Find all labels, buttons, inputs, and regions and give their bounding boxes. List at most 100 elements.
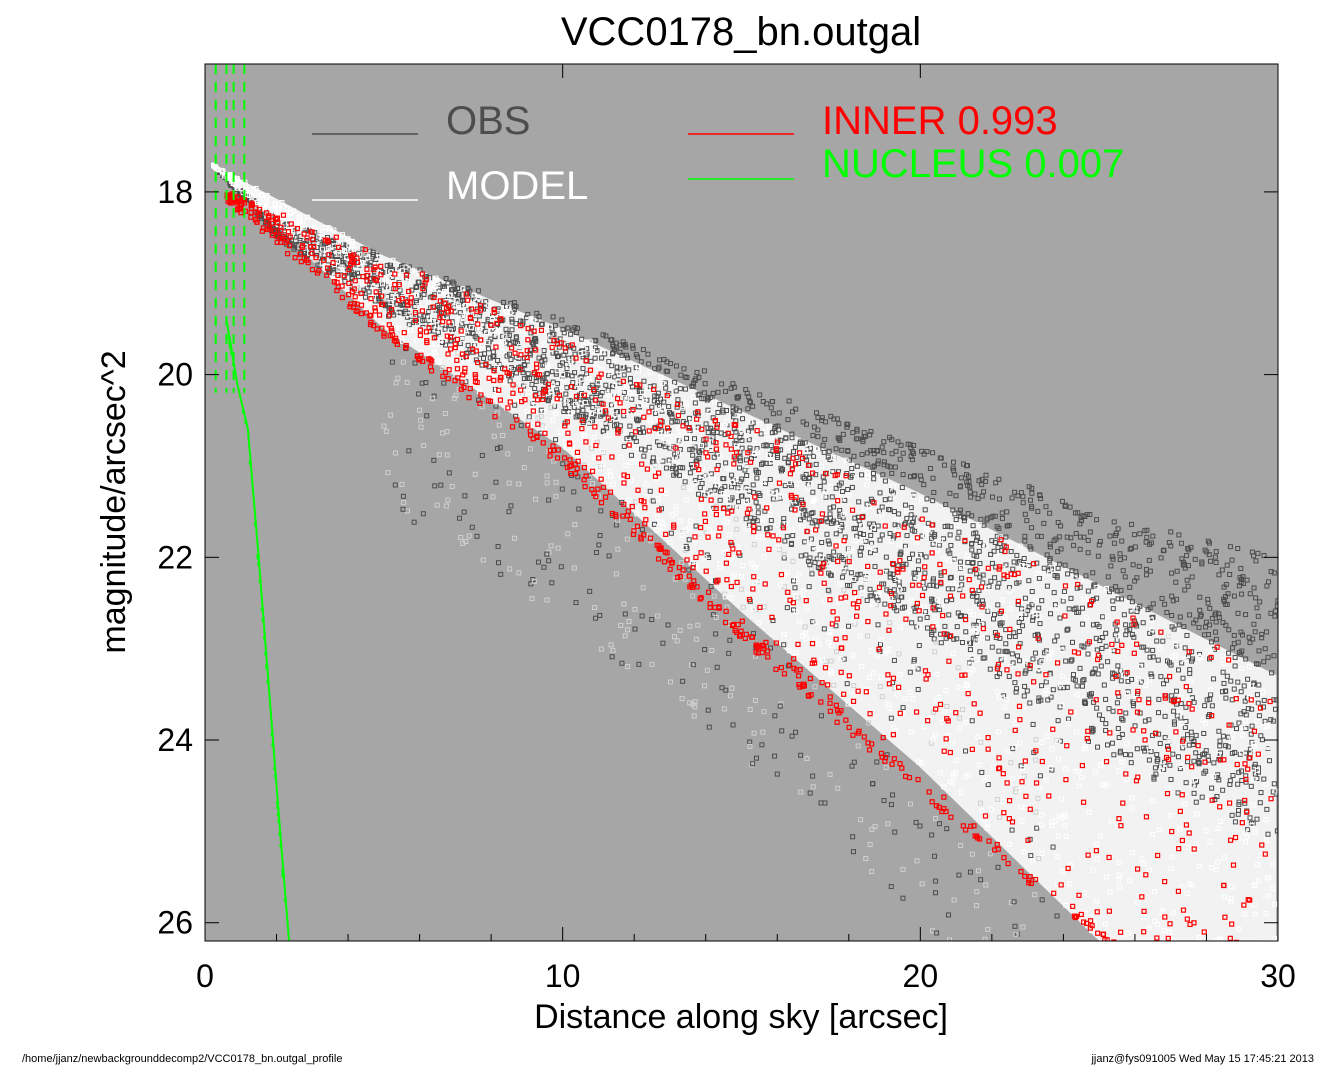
obs-point [958,475,964,481]
obs-point [669,419,675,425]
inner-point [1192,946,1196,950]
model-point [421,305,427,311]
obs-point [790,533,796,539]
model-point [1107,889,1113,895]
obs-point [1254,692,1260,698]
model-point [618,387,624,393]
model-point [673,503,679,509]
obs-point [652,424,658,430]
obs-point [1219,567,1225,573]
obs-point [912,575,918,581]
obs-point [1268,569,1274,575]
obs-point [859,452,865,458]
obs-point [985,926,991,932]
obs-point [810,784,816,790]
obs-point [1164,743,1170,749]
obs-point [1251,553,1257,559]
obs-point [442,411,448,417]
inner-point [1275,1014,1279,1018]
obs-point [833,531,839,537]
obs-point [1162,713,1168,719]
obs-point [1117,557,1123,563]
obs-point [665,622,671,628]
obs-point [922,585,928,591]
obs-point [703,421,709,427]
model-point [1048,765,1054,771]
obs-point [933,639,939,645]
obs-point [541,564,547,570]
obs-point [824,531,830,537]
obs-point [999,620,1005,626]
obs-point [975,534,981,540]
obs-point [527,350,533,356]
obs-point [591,413,597,419]
obs-point [1163,677,1169,683]
obs-point [1085,537,1091,543]
obs-point [1065,626,1071,632]
obs-point [1162,759,1168,765]
obs-point [977,574,983,580]
obs-point [572,522,578,528]
obs-point [937,607,943,613]
obs-point [662,444,668,450]
obs-point [1095,744,1101,750]
obs-point [825,454,831,460]
obs-point [867,842,873,848]
obs-point [1015,653,1021,659]
obs-point [983,478,989,484]
obs-point [1227,571,1233,577]
model-point [395,270,401,276]
obs-point [754,475,760,481]
model-point [604,391,610,397]
obs-point [1256,648,1262,654]
obs-point [1111,752,1117,758]
obs-point [735,395,741,401]
model-point [950,650,956,656]
obs-point [907,555,913,561]
obs-point [1168,543,1174,549]
model-point [446,358,452,364]
obs-point [723,460,729,466]
obs-point [809,571,815,577]
obs-point [1080,621,1086,627]
obs-point [1057,561,1063,567]
model-point [1081,890,1087,896]
obs-point [958,565,964,571]
model-point [835,524,841,530]
obs-point [1235,781,1241,787]
obs-point [911,605,917,611]
obs-point [884,568,890,574]
obs-point [745,406,751,412]
model-point [1185,913,1191,919]
obs-point [1129,521,1135,527]
obs-point [516,570,522,576]
obs-point [1085,651,1091,657]
obs-point [1069,657,1075,663]
model-point [1071,903,1077,909]
obs-point [472,471,478,477]
model-point [1037,785,1043,791]
obs-point [505,451,511,457]
obs-point [775,454,781,460]
obs-point [436,452,442,458]
obs-point [1199,561,1205,567]
obs-point [704,552,710,558]
obs-point [1237,751,1243,757]
obs-point [959,575,965,581]
obs-point [487,355,493,361]
obs-point [971,531,977,537]
obs-point [627,423,633,429]
obs-point [1245,676,1251,682]
obs-point [950,459,956,465]
model-point [1152,918,1158,924]
model-point [1264,837,1270,843]
obs-point [646,532,652,538]
model-point [935,547,941,553]
obs-point [1045,697,1051,703]
obs-point [699,396,705,402]
obs-point [1127,546,1133,552]
obs-point [432,483,438,489]
obs-point [959,707,965,713]
obs-point [606,553,612,559]
obs-point [400,359,406,365]
